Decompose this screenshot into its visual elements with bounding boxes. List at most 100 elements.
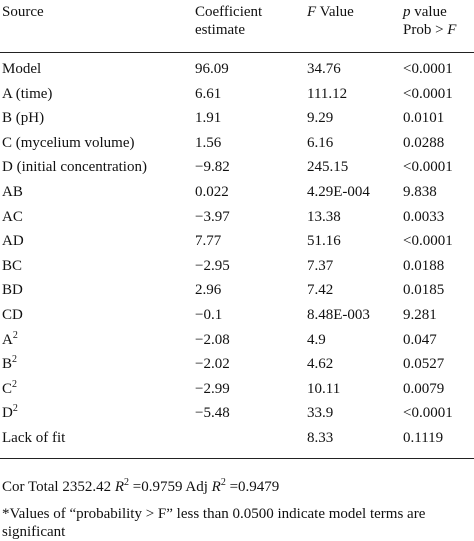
cell: 0.0033 [403,208,445,225]
cell: 8.48E-003 [307,307,370,323]
source-text: Lack of fit [2,430,66,446]
cell: 0.0101 [403,110,445,127]
source-text: AC [2,208,23,225]
cell: 13.38 [307,208,341,225]
superscript: 2 [12,403,18,415]
cell: <0.0001 [403,61,453,77]
row-label: D (initial concentration) [2,158,147,176]
source-text: D (initial concentration) [2,159,147,176]
row-label: BC [2,257,22,275]
text-segment: F [447,22,457,38]
row-label: B (pH) [2,109,44,127]
cell: 0.0288 [403,134,445,151]
source-text: A [2,331,13,348]
row-label: A2 [2,329,18,349]
text-segment: Source [2,4,44,20]
source-text: AD [2,233,24,250]
superscript: 2 [12,354,18,366]
row-label: AD [2,232,24,250]
text-segment: Cor Total 2352.42 [2,479,115,495]
text-segment: value Prob > [403,4,448,38]
row-label: Lack of fit [2,429,65,447]
cell: 8.33 [307,430,334,446]
cell: 1.56 [195,134,222,151]
row-label: Model [2,60,41,78]
text-segment: p [403,4,411,20]
cell: 51.16 [307,233,341,250]
source-text: C (mycelium volume) [2,134,135,151]
source-text: B [2,356,13,373]
cell: 0.0527 [403,356,445,373]
footer: Cor Total 2352.42 R2 =0.9759 Adj R2 =0.9… [2,478,279,496]
cell: −5.48 [195,405,230,422]
source-text: Model [2,61,42,77]
cell: 6.16 [307,134,334,151]
source-text: AB [2,184,23,200]
row-label: D2 [2,404,18,422]
text-segment: Value [316,4,354,20]
header-rule [0,52,474,53]
row-label: B2 [2,355,17,373]
cell: −0.1 [195,307,223,323]
cell: 33.9 [307,405,334,422]
row-label: BD [2,281,23,299]
cell: 0.022 [195,184,229,200]
source-text: A (time) [2,85,53,102]
header-cell: p value Prob > F [403,3,473,39]
text-segment: 2 [124,477,130,488]
cell: <0.0001 [403,233,453,250]
cell: 10.11 [307,380,341,397]
cell: −3.97 [195,208,230,225]
text-segment: =0.9479 [225,479,280,495]
row-label: AC [2,208,23,226]
source-text: CD [2,307,23,323]
cell: 34.76 [307,61,341,77]
cell: 0.0079 [403,380,445,397]
cell: 7.37 [307,257,334,274]
text-segment: 2 [220,477,226,488]
row-label: C (mycelium volume) [2,134,134,152]
text-segment: R [211,479,221,495]
cell: 4.29E-004 [307,184,370,200]
cell: −9.82 [195,159,230,176]
text-segment: =0.9759 Adj [129,479,212,495]
cell: −2.08 [195,331,230,348]
cell: 2.96 [195,282,222,299]
cell: 0.1119 [403,430,444,446]
header-cell: Coefficient estimate [195,3,300,39]
bottom-rule [0,458,474,459]
cell: <0.0001 [403,405,453,422]
cell: −2.95 [195,257,230,274]
row-label: C2 [2,378,18,398]
cell: 0.0185 [403,282,445,299]
source-text: B (pH) [2,110,45,127]
row-label: A (time) [2,85,52,103]
cell: −2.99 [195,380,230,397]
cell: 4.62 [307,356,334,373]
cell: 7.77 [195,233,222,250]
cell: 0.047 [403,331,437,348]
row-label: CD [2,306,23,324]
source-text: BD [2,282,23,299]
header-cell: Source [2,3,192,21]
cell: −2.02 [195,356,230,373]
text-segment: Coefficient estimate [195,4,263,38]
source-text: D [2,405,13,422]
cell: <0.0001 [403,85,453,102]
cell: 1.91 [195,110,222,127]
cell: 96.09 [195,61,229,77]
text-segment: F [307,4,317,20]
header-cell: F Value [307,3,402,21]
superscript: 2 [12,378,18,390]
cell: 9.281 [403,307,437,323]
cell: <0.0001 [403,159,453,176]
source-text: BC [2,257,23,274]
cell: 245.15 [307,159,349,176]
cell: 7.42 [307,282,334,299]
source-text: C [2,380,13,397]
cell: 4.9 [307,331,326,348]
row-label: AB [2,183,23,201]
cell: 6.61 [195,85,222,102]
superscript: 2 [12,329,18,341]
